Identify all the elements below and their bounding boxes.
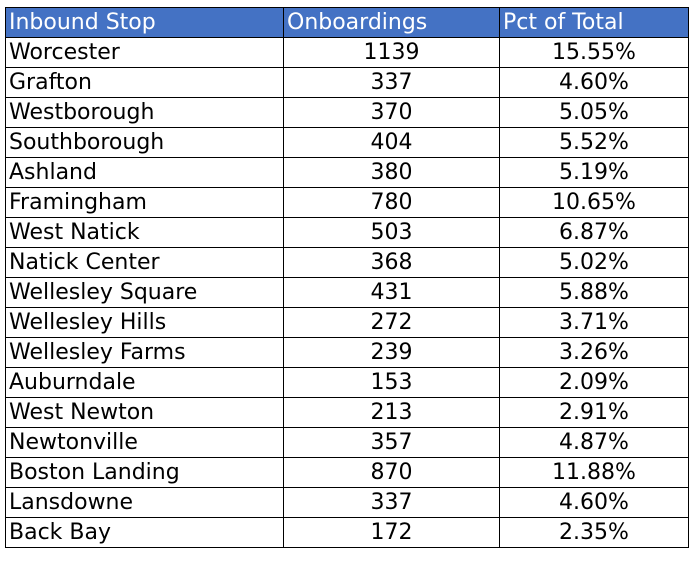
stop-name-cell: West Natick <box>5 217 284 248</box>
pct-of-total-cell: 2.09% <box>499 367 689 398</box>
table-row: Southborough 404 5.52% <box>5 127 689 158</box>
table-row: Back Bay 172 2.35% <box>5 517 689 548</box>
onboardings-cell: 368 <box>283 247 500 278</box>
onboardings-cell: 380 <box>283 157 500 188</box>
pct-of-total-cell: 2.35% <box>499 517 689 548</box>
stop-name-cell: Framingham <box>5 187 284 218</box>
table-row: Auburndale 153 2.09% <box>5 367 689 398</box>
pct-of-total-cell: 11.88% <box>499 457 689 488</box>
table-row: Worcester 1139 15.55% <box>5 37 689 68</box>
table-row: Lansdowne 337 4.60% <box>5 487 689 518</box>
onboardings-cell: 404 <box>283 127 500 158</box>
pct-of-total-cell: 4.87% <box>499 427 689 458</box>
pct-of-total-cell: 15.55% <box>499 37 689 68</box>
onboardings-cell: 870 <box>283 457 500 488</box>
onboardings-cell: 272 <box>283 307 500 338</box>
onboardings-cell: 213 <box>283 397 500 428</box>
stop-name-cell: Southborough <box>5 127 284 158</box>
onboardings-cell: 239 <box>283 337 500 368</box>
table-row: West Newton 213 2.91% <box>5 397 689 428</box>
stop-name-cell: Boston Landing <box>5 457 284 488</box>
onboardings-cell: 337 <box>283 487 500 518</box>
onboardings-cell: 357 <box>283 427 500 458</box>
stop-name-cell: Westborough <box>5 97 284 128</box>
table-row: Wellesley Hills 272 3.71% <box>5 307 689 338</box>
stop-name-cell: Worcester <box>5 37 284 68</box>
pct-of-total-cell: 6.87% <box>499 217 689 248</box>
table-row: Grafton 337 4.60% <box>5 67 689 98</box>
pct-of-total-cell: 3.71% <box>499 307 689 338</box>
stop-name-cell: Wellesley Square <box>5 277 284 308</box>
onboardings-cell: 431 <box>283 277 500 308</box>
table-row: Newtonville 357 4.87% <box>5 427 689 458</box>
onboardings-cell: 153 <box>283 367 500 398</box>
onboardings-cell: 780 <box>283 187 500 218</box>
stop-name-cell: West Newton <box>5 397 284 428</box>
column-header-inbound-stop: Inbound Stop <box>5 7 284 38</box>
table-row: West Natick 503 6.87% <box>5 217 689 248</box>
onboardings-cell: 1139 <box>283 37 500 68</box>
table-row: Boston Landing 870 11.88% <box>5 457 689 488</box>
table-body: Worcester 1139 15.55% Grafton 337 4.60% Westbo… <box>5 37 689 548</box>
stop-name-cell: Auburndale <box>5 367 284 398</box>
table-row: Natick Center 368 5.02% <box>5 247 689 278</box>
pct-of-total-cell: 10.65% <box>499 187 689 218</box>
table-row: Wellesley Square 431 5.88% <box>5 277 689 308</box>
table-row: Framingham 780 10.65% <box>5 187 689 218</box>
stop-name-cell: Wellesley Hills <box>5 307 284 338</box>
column-header-onboardings: Onboardings <box>283 7 500 38</box>
onboardings-cell: 172 <box>283 517 500 548</box>
pct-of-total-cell: 5.52% <box>499 127 689 158</box>
pct-of-total-cell: 3.26% <box>499 337 689 368</box>
pct-of-total-cell: 5.02% <box>499 247 689 278</box>
header-row: Inbound Stop Onboardings Pct of Total <box>5 7 689 38</box>
pct-of-total-cell: 5.19% <box>499 157 689 188</box>
pct-of-total-cell: 4.60% <box>499 487 689 518</box>
stop-name-cell: Lansdowne <box>5 487 284 518</box>
onboardings-cell: 337 <box>283 67 500 98</box>
stop-name-cell: Ashland <box>5 157 284 188</box>
stop-name-cell: Newtonville <box>5 427 284 458</box>
table-row: Ashland 380 5.19% <box>5 157 689 188</box>
stop-name-cell: Wellesley Farms <box>5 337 284 368</box>
stop-name-cell: Natick Center <box>5 247 284 278</box>
pct-of-total-cell: 4.60% <box>499 67 689 98</box>
onboardings-table-container: Inbound Stop Onboardings Pct of Total Wo… <box>5 7 689 548</box>
table-row: Westborough 370 5.05% <box>5 97 689 128</box>
onboardings-cell: 503 <box>283 217 500 248</box>
pct-of-total-cell: 5.05% <box>499 97 689 128</box>
column-header-pct-of-total: Pct of Total <box>499 7 689 38</box>
table-row: Wellesley Farms 239 3.26% <box>5 337 689 368</box>
stop-name-cell: Back Bay <box>5 517 284 548</box>
pct-of-total-cell: 5.88% <box>499 277 689 308</box>
onboardings-cell: 370 <box>283 97 500 128</box>
onboardings-table: Inbound Stop Onboardings Pct of Total Wo… <box>5 7 689 548</box>
stop-name-cell: Grafton <box>5 67 284 98</box>
pct-of-total-cell: 2.91% <box>499 397 689 428</box>
